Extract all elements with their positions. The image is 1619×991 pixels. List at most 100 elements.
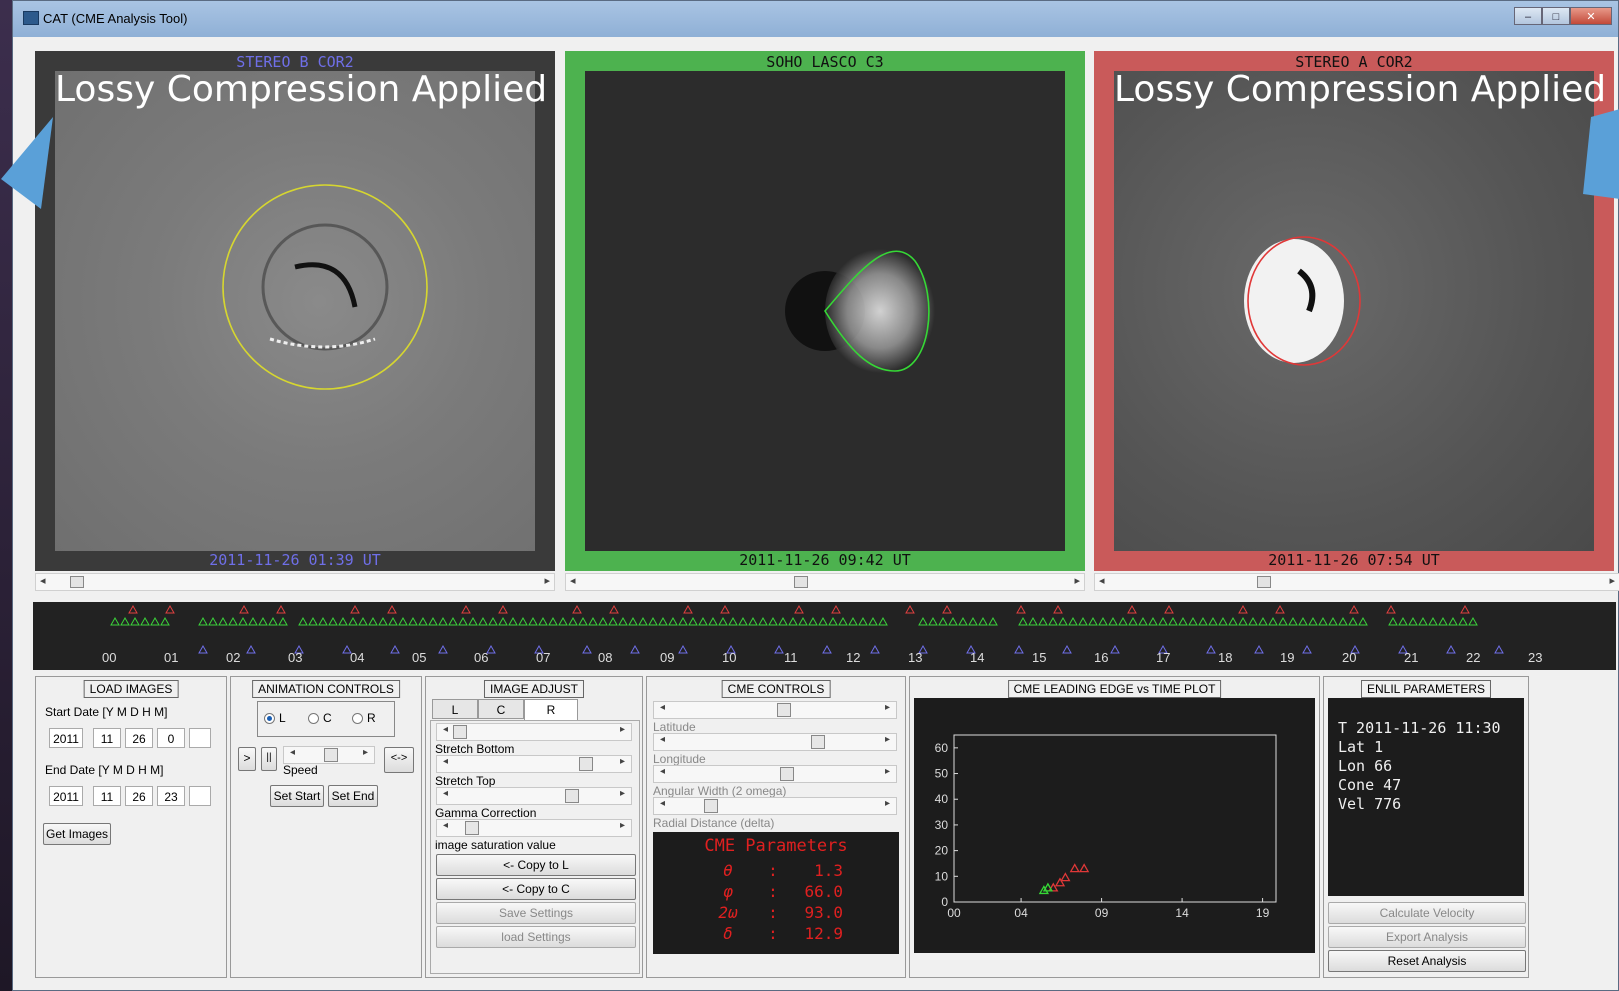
slider-right-arrow-icon[interactable]: ▸ (619, 788, 625, 799)
maximize-button[interactable]: □ (1542, 7, 1570, 25)
timeline-hour-label: 14 (970, 650, 985, 665)
export-analysis-button[interactable]: Export Analysis (1328, 926, 1526, 948)
swap-button[interactable]: <-> (384, 747, 414, 773)
frame-scrollbar-center[interactable]: ◂ ▸ (565, 573, 1085, 591)
image-panel-soho-lasco[interactable]: SOHO LASCO C3 2011-11-26 09:42 UT (565, 51, 1085, 571)
slider-thumb[interactable] (579, 757, 593, 771)
stretch-bottom-slider[interactable]: ◂ ▸ (436, 723, 632, 741)
image-availability-timeline[interactable]: 00 01 02 03 04 05 06 07 08 09 10 11 12 13 14 15 16 17 18 19… (33, 602, 1616, 670)
radio-c[interactable]: C (308, 711, 332, 725)
tab-r[interactable]: R (524, 699, 578, 721)
pause-button[interactable]: || (261, 747, 277, 771)
set-end-button[interactable]: Set End (328, 785, 378, 807)
coronagraph-image-stereo-b[interactable] (55, 71, 535, 551)
stretch-top-slider[interactable]: ◂ ▸ (436, 755, 632, 773)
tab-c[interactable]: C (478, 699, 524, 719)
image-marker-icon (534, 644, 544, 654)
end-minute-field[interactable] (189, 786, 211, 806)
scroll-right-arrow-icon[interactable]: ▸ (1609, 575, 1615, 587)
scroll-right-arrow-icon[interactable]: ▸ (544, 575, 550, 587)
plot-area[interactable]: 0 10 20 30 40 50 60 00 04 09 14 19 (914, 698, 1315, 953)
slider-right-arrow-icon[interactable]: ▸ (619, 724, 625, 735)
slider-left-arrow-icon[interactable]: ◂ (443, 820, 449, 831)
image-marker-icon (1302, 644, 1312, 654)
slider-right-arrow-icon[interactable]: ▸ (884, 766, 890, 777)
scroll-right-arrow-icon[interactable]: ▸ (1074, 575, 1080, 587)
slider-left-arrow-icon[interactable]: ◂ (660, 798, 666, 809)
slider-left-arrow-icon[interactable]: ◂ (443, 788, 449, 799)
copy-to-l-button[interactable]: <- Copy to L (436, 854, 636, 876)
load-settings-button[interactable]: load Settings (436, 926, 636, 948)
image-marker-icon (638, 616, 648, 626)
tab-l[interactable]: L (432, 699, 478, 719)
scroll-left-arrow-icon[interactable]: ◂ (40, 575, 46, 587)
slider-right-arrow-icon[interactable]: ▸ (619, 820, 625, 831)
end-year-field[interactable]: 2011 (49, 786, 83, 806)
longitude-slider[interactable]: ◂ ▸ (653, 733, 897, 751)
radio-r[interactable]: R (352, 711, 376, 725)
slider-thumb[interactable] (453, 725, 467, 739)
scroll-thumb[interactable] (794, 576, 808, 588)
slider-thumb[interactable] (465, 821, 479, 835)
plot-axes-frame (953, 734, 1277, 903)
slider-left-arrow-icon[interactable]: ◂ (660, 734, 666, 745)
slider-left-arrow-icon[interactable]: ◂ (290, 747, 296, 758)
slider-thumb[interactable] (565, 789, 579, 803)
cme-param-value: 66.0 (804, 882, 843, 901)
image-panel-stereo-b[interactable]: STEREO B COR2 2011-11-26 01:39 UT Lossy … (35, 51, 555, 571)
slider-right-arrow-icon[interactable]: ▸ (619, 756, 625, 767)
slider-thumb[interactable] (704, 799, 718, 813)
image-panel-stereo-a[interactable]: STEREO A COR2 2011-11-26 07:54 UT Lossy … (1094, 51, 1614, 571)
saturation-slider[interactable]: ◂ ▸ (436, 819, 632, 837)
frame-scrollbar-left[interactable]: ◂ ▸ (35, 573, 555, 591)
scroll-left-arrow-icon[interactable]: ◂ (1099, 575, 1105, 587)
slider-left-arrow-icon[interactable]: ◂ (443, 724, 449, 735)
reset-analysis-button[interactable]: Reset Analysis (1328, 950, 1526, 972)
slider-right-arrow-icon[interactable]: ▸ (884, 702, 890, 713)
slider-right-arrow-icon[interactable]: ▸ (362, 747, 368, 758)
speed-slider[interactable]: ◂ ▸ (283, 746, 375, 764)
get-images-button[interactable]: Get Images (43, 823, 111, 845)
start-year-field[interactable]: 2011 (49, 728, 83, 748)
x-tick-label: 04 (1014, 906, 1028, 920)
coronagraph-image-soho[interactable] (585, 71, 1065, 551)
end-month-field[interactable]: 11 (93, 786, 121, 806)
slider-left-arrow-icon[interactable]: ◂ (443, 756, 449, 767)
start-minute-field[interactable] (189, 728, 211, 748)
slider-thumb[interactable] (780, 767, 794, 781)
image-marker-icon (918, 616, 928, 626)
slider-thumb[interactable] (324, 748, 338, 762)
end-hour-field[interactable]: 23 (157, 786, 185, 806)
image-marker-icon (1016, 604, 1026, 614)
slider-left-arrow-icon[interactable]: ◂ (660, 766, 666, 777)
minimize-button[interactable]: – (1514, 7, 1542, 25)
slider-thumb[interactable] (777, 703, 791, 717)
slider-thumb[interactable] (811, 735, 825, 749)
close-button[interactable]: ✕ (1570, 7, 1612, 25)
scroll-thumb[interactable] (70, 576, 84, 588)
start-month-field[interactable]: 11 (93, 728, 121, 748)
copy-to-c-button[interactable]: <- Copy to C (436, 878, 636, 900)
calculate-velocity-button[interactable]: Calculate Velocity (1328, 902, 1526, 924)
frame-scrollbar-right[interactable]: ◂ ▸ (1094, 573, 1619, 591)
latitude-slider[interactable]: ◂ ▸ (653, 701, 897, 719)
slider-right-arrow-icon[interactable]: ▸ (884, 734, 890, 745)
scroll-left-arrow-icon[interactable]: ◂ (570, 575, 576, 587)
radial-distance-slider[interactable]: ◂ ▸ (653, 797, 897, 815)
gamma-correction-slider[interactable]: ◂ ▸ (436, 787, 632, 805)
start-day-field[interactable]: 26 (125, 728, 153, 748)
slider-left-arrow-icon[interactable]: ◂ (660, 702, 666, 713)
angular-width-slider[interactable]: ◂ ▸ (653, 765, 897, 783)
radio-l[interactable]: L (264, 711, 286, 725)
start-hour-field[interactable]: 0 (157, 728, 185, 748)
end-day-field[interactable]: 26 (125, 786, 153, 806)
save-settings-button[interactable]: Save Settings (436, 902, 636, 924)
cme-param-row: 2ω: 93.0 (653, 903, 899, 924)
coronagraph-image-stereo-a[interactable] (1114, 71, 1594, 551)
longitude-label: Longitude (653, 752, 706, 766)
image-marker-icon (1014, 644, 1024, 654)
scroll-thumb[interactable] (1257, 576, 1271, 588)
slider-right-arrow-icon[interactable]: ▸ (884, 798, 890, 809)
set-start-button[interactable]: Set Start (270, 785, 324, 807)
play-button[interactable]: > (238, 747, 256, 771)
